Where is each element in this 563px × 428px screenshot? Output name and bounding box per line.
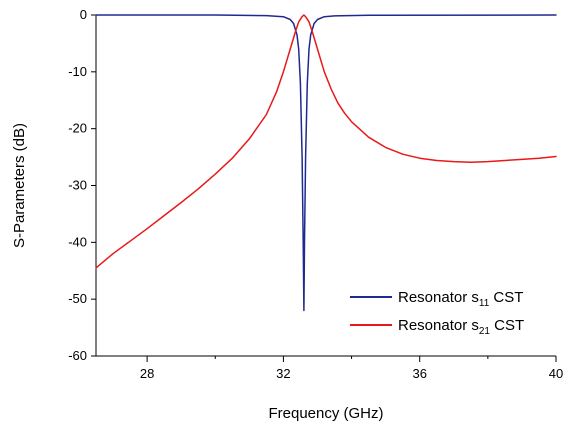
- y-tick-label: -40: [68, 234, 87, 249]
- y-tick-label: -30: [68, 178, 87, 193]
- y-tick-label: -10: [68, 64, 87, 79]
- x-tick-label: 28: [140, 366, 154, 381]
- x-tick-label: 36: [412, 366, 426, 381]
- y-tick-label: -20: [68, 121, 87, 136]
- legend-label-main: Resonator s: [398, 317, 479, 334]
- legend-label-tail: CST: [489, 289, 523, 306]
- legend-label-s11: Resonator s11 CST: [398, 289, 523, 309]
- y-tick-label: 0: [80, 7, 87, 22]
- series-line-s11: [95, 14, 557, 312]
- y-tick-label: -60: [68, 348, 87, 363]
- legend-label-subscript: 21: [479, 326, 491, 337]
- series-line-s21: [95, 14, 557, 269]
- x-axis-title: Frequency (GHz): [268, 405, 383, 422]
- y-tick-label: -50: [68, 291, 87, 306]
- legend-label-s21: Resonator s21 CST: [398, 317, 524, 337]
- y-axis-title: S-Parameters (dB): [11, 123, 28, 248]
- legend-label-subscript: 11: [479, 298, 490, 309]
- x-tick-label: 40: [549, 366, 563, 381]
- plot-series: [95, 14, 557, 312]
- legend-label-main: Resonator s: [398, 289, 479, 306]
- ticks: 0 -10 -20 -30 -40 -50 -60 28 32 36 40: [68, 7, 563, 381]
- legend-label-tail: CST: [490, 317, 524, 334]
- x-tick-label: 32: [276, 366, 290, 381]
